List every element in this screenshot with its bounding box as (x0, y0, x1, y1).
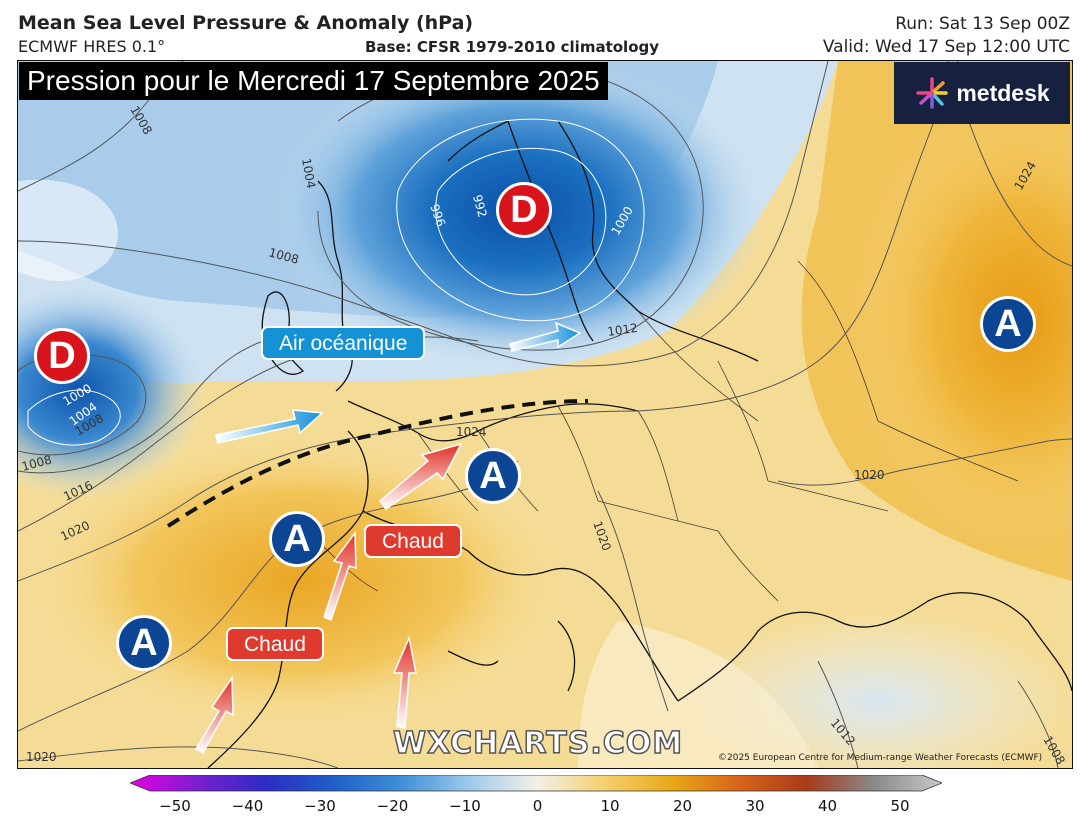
blue-arrow-icon (509, 321, 582, 352)
dashed-boundary-line (166, 399, 589, 528)
pressure-map: 1008 1008 1004 1008 996 992 1000 1000 10… (17, 60, 1073, 769)
red-arrow-icon (323, 530, 357, 622)
high-pressure-spain: A (269, 511, 325, 567)
logo-text: metdesk (956, 79, 1050, 106)
climatology-base: Base: CFSR 1979-2010 climatology (365, 38, 660, 56)
isobar-label: 1024 (456, 425, 487, 439)
colorbar-tick-label: 50 (890, 797, 910, 815)
map-headline: Pression pour le Mercredi 17 Septembre 2… (19, 62, 608, 100)
high-pressure-russia: A (980, 296, 1036, 352)
colorbar-tick-label: −10 (449, 797, 481, 815)
isobar-label: 1020 (854, 468, 885, 482)
system-letter: A (130, 621, 158, 664)
colorbar-tick-label: 0 (532, 797, 543, 815)
system-letter: A (994, 302, 1022, 345)
colorbar-tick-label: 20 (672, 797, 693, 815)
colorbar-tick-label: 10 (600, 797, 620, 815)
colorbar-tick-label: −50 (159, 797, 191, 815)
anomaly-colorbar (130, 775, 942, 792)
high-pressure-france: A (465, 448, 521, 504)
colorbar-tick-label: −40 (231, 797, 264, 815)
colorbar-tick-label: −20 (376, 797, 409, 815)
red-arrow-icon (392, 635, 417, 729)
colorbar-bar (130, 775, 942, 792)
copyright-notice: ©2025 European Centre for Medium-range W… (718, 753, 1043, 763)
oceanic-air-label: Air océanique (261, 326, 426, 360)
red-arrow-icon (194, 675, 234, 755)
metdesk-logo: metdesk (894, 62, 1070, 124)
model-name: ECMWF HRES 0.1° (18, 37, 166, 56)
valid-time: Valid: Wed 17 Sep 12:00 UTC (822, 37, 1070, 57)
blue-arrow-icon (215, 409, 324, 444)
warm-label: Chaud (364, 524, 462, 558)
oceanic-air-arrows (215, 321, 582, 444)
warm-label: Chaud (226, 627, 324, 661)
isobars (18, 61, 1072, 768)
isobar-label: 1012 (606, 321, 638, 339)
system-letter: A (283, 517, 311, 560)
system-letter: D (48, 334, 76, 377)
watermark: WXCHARTS.COM (392, 725, 684, 762)
system-letter: D (510, 188, 538, 231)
high-anomaly-east (848, 91, 1072, 551)
colorbar-tick-label: 30 (745, 797, 765, 815)
low-pressure-atlantic: D (34, 328, 90, 384)
map-title: Mean Sea Level Pressure & Anomaly (hPa) (18, 12, 474, 34)
isobar-label: 1004 (299, 157, 318, 190)
run-time: Run: Sat 13 Sep 00Z (895, 14, 1070, 34)
map-canvas: 1008 1008 1004 1008 996 992 1000 1000 10… (18, 61, 1072, 768)
high-pressure-atlantic-south: A (116, 615, 172, 671)
colorbar-tick-label: −30 (304, 797, 336, 815)
isobar-label: 1020 (26, 750, 57, 764)
red-arrow-icon (378, 442, 463, 511)
burst-icon (916, 77, 949, 109)
light-anomaly-mediterranean (578, 621, 818, 768)
isobar-label: 992 (470, 193, 489, 219)
system-letter: A (479, 454, 507, 497)
colorbar-tick-label: 40 (817, 797, 838, 815)
white-patch (18, 179, 118, 281)
low-pressure-scandinavia: D (496, 182, 552, 238)
warm-air-arrows (194, 442, 463, 755)
